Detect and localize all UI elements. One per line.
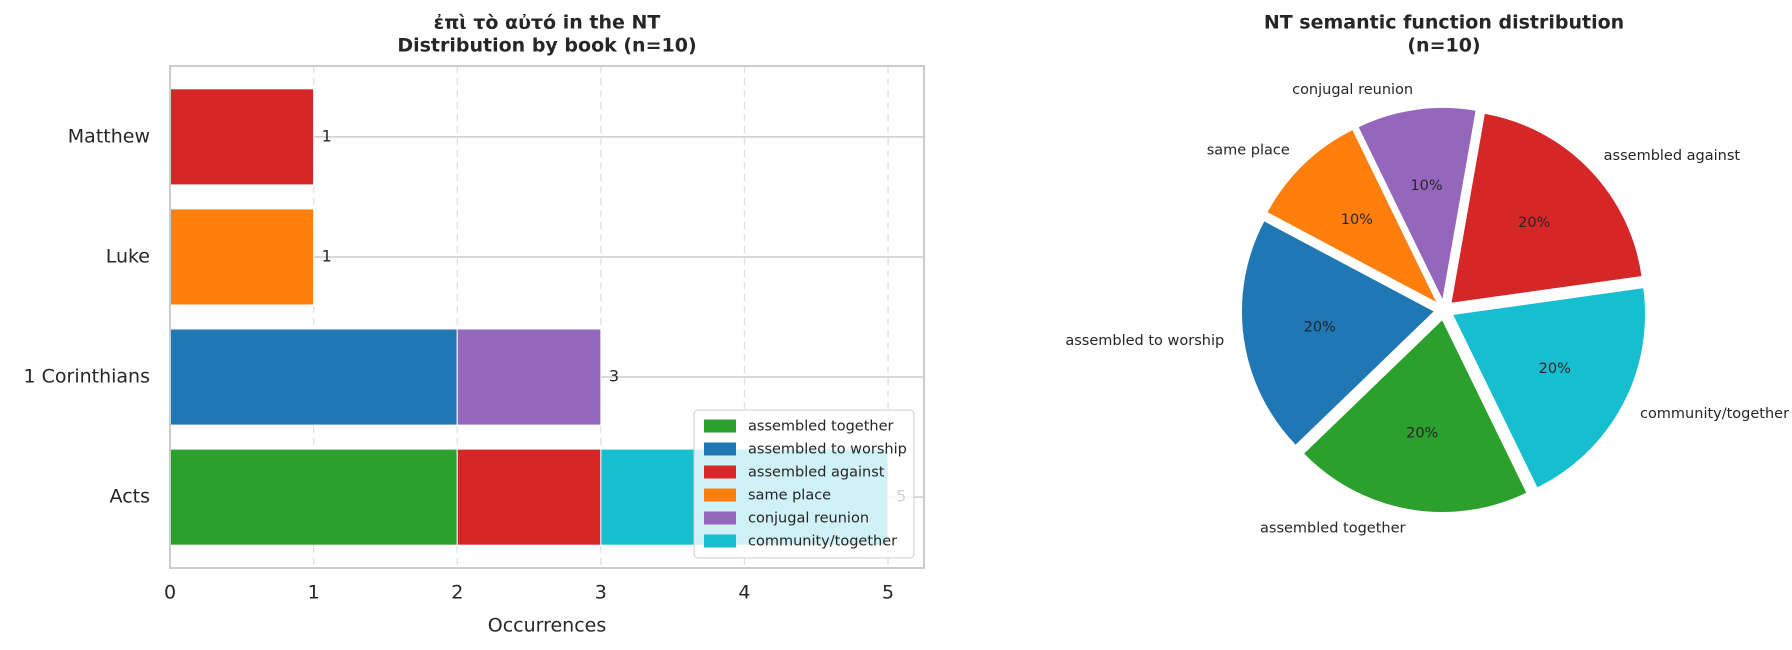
total-label: 3: [609, 367, 619, 386]
y-tick-label: Luke: [106, 245, 150, 267]
bar: [169, 448, 458, 546]
pie-pct-label: 20%: [1518, 215, 1550, 231]
pie-slice: [1451, 287, 1646, 489]
legend-swatch: [704, 465, 736, 479]
bar: [169, 328, 458, 426]
pie-pct-label: 10%: [1341, 212, 1373, 228]
chart-subtitle: (n=10): [1407, 35, 1480, 57]
legend-label: assembled together: [748, 419, 893, 435]
legend-label: same place: [748, 488, 831, 504]
bar: [169, 208, 315, 306]
legend-label: community/together: [748, 534, 897, 550]
total-label: 1: [322, 246, 332, 265]
y-tick-label: Matthew: [68, 125, 150, 147]
legend-label: conjugal reunion: [748, 511, 869, 527]
legend-swatch: [704, 419, 736, 433]
pie-pct-label: 20%: [1406, 426, 1438, 442]
x-tick-label: 1: [308, 582, 320, 604]
pie-slice: [1266, 128, 1439, 305]
pie-label: assembled to worship: [1065, 333, 1224, 349]
x-tick-label: 5: [882, 582, 894, 604]
x-tick-label: 0: [164, 582, 176, 604]
bar: [169, 88, 315, 186]
pie-pct-label: 20%: [1304, 319, 1336, 335]
y-tick-label: Acts: [110, 486, 150, 508]
bar: [456, 448, 602, 546]
chart-title: NT semantic function distribution: [1264, 12, 1624, 34]
legend-box: [693, 409, 915, 559]
pie-slice: [1357, 106, 1477, 303]
x-tick-label: 4: [738, 582, 750, 604]
pie-label: assembled together: [1260, 521, 1405, 537]
x-tick-label: 2: [451, 582, 463, 604]
pie-slice: [1240, 220, 1436, 447]
pie-label: conjugal reunion: [1292, 82, 1413, 98]
pie-pct-label: 20%: [1539, 361, 1571, 377]
x-axis-title: Occurrences: [488, 615, 607, 637]
plot-frame: [169, 65, 925, 569]
total-label: 1: [322, 126, 332, 145]
legend-swatch: [704, 534, 736, 548]
legend-swatch: [704, 488, 736, 502]
pie-label: community/together: [1640, 406, 1789, 422]
chart-subtitle: Distribution by book (n=10): [397, 35, 696, 57]
x-tick-label: 3: [595, 582, 607, 604]
pie-label: assembled against: [1604, 148, 1741, 164]
legend-label: assembled to worship: [748, 442, 907, 458]
pie-label: same place: [1207, 142, 1290, 158]
pie-pct-label: 10%: [1410, 178, 1442, 194]
legend-swatch: [704, 511, 736, 525]
pie-slice: [1302, 318, 1528, 513]
pie-slice: [1450, 112, 1643, 304]
legend-label: assembled against: [748, 465, 885, 481]
legend-swatch: [704, 442, 736, 456]
y-tick-label: 1 Corinthians: [23, 366, 150, 388]
chart-title: ἐπὶ τὸ αὐτό in the NT: [434, 12, 661, 34]
bar: [456, 328, 602, 426]
